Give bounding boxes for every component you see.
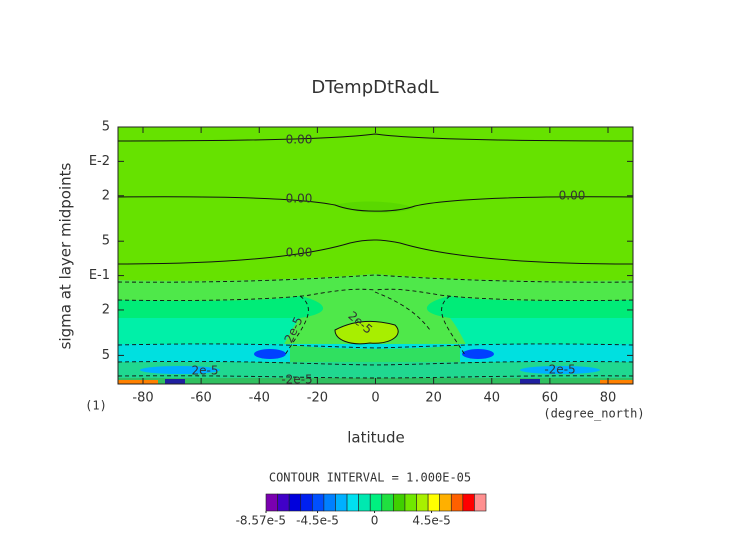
x-tick-label: -60 [191,391,212,406]
contour-label: 2e-5 [192,364,219,378]
colorbar-swatch [288,493,302,512]
colorbar-label: -4.5e-5 [296,514,339,528]
contour-label: 0.00 [286,192,313,206]
y-units: (1) [85,399,107,413]
colorbar-swatch [323,493,336,512]
x-tick-label: 0 [371,391,379,406]
y-tick-label: 2 [102,188,110,203]
colorbar-swatch [381,493,394,512]
colorbar-swatch [346,493,359,512]
x-tick-label: 80 [600,391,617,406]
contour-lines [118,133,633,379]
x-tick-label: -80 [132,391,153,406]
y-tick-label: 5 [102,120,110,135]
colorbar-swatch [474,493,487,512]
contour-label: -2e-5 [544,363,575,377]
x-units: (degree_north) [543,407,644,421]
colorbar-swatch [393,493,406,512]
colorbar-swatch [416,493,429,512]
colorbar-swatch [335,493,348,512]
contour-fill [118,127,633,384]
contour-label: 0.00 [286,246,313,260]
y-tick-label: 2 [102,302,110,317]
x-tick-label: -20 [307,391,328,406]
colorbar-swatch [404,493,417,512]
contour-label: 0.00 [559,189,586,203]
colorbar-swatch [358,493,371,512]
colorbar-swatch [265,493,278,512]
x-tick-label: 40 [483,391,500,406]
colorbar-label: 0 [371,514,379,528]
colorbar-swatch [462,493,475,512]
y-tick-label: 5 [102,348,110,363]
colorbar-swatch [369,493,383,512]
contour-label: 0.00 [286,133,313,147]
colorbar-label: -8.57e-5 [236,514,286,528]
contour-interval: CONTOUR INTERVAL = 1.000E-05 [269,471,471,485]
chart-title: DTempDtRadL [311,77,438,98]
x-tick-label: -40 [249,391,270,406]
y-tick-label: 5 [102,234,110,249]
colorbar-swatch [277,493,290,512]
colorbar-swatch [439,493,452,512]
colorbar-swatch [427,493,440,512]
colorbar-swatch [312,493,325,512]
x-tick-label: 60 [542,391,559,406]
y-tick-label: E-2 [89,154,110,169]
colorbar-label: 4.5e-5 [412,514,450,528]
x-tick-label: 20 [425,391,442,406]
x-axis-label: latitude [347,429,405,447]
y-tick-label: E-1 [89,268,110,283]
colorbar-swatch [300,493,313,512]
contour-label: -2e-5 [281,373,312,387]
colorbar-swatch [450,493,464,512]
y-axis-label: sigma at layer midpoints [57,162,75,349]
